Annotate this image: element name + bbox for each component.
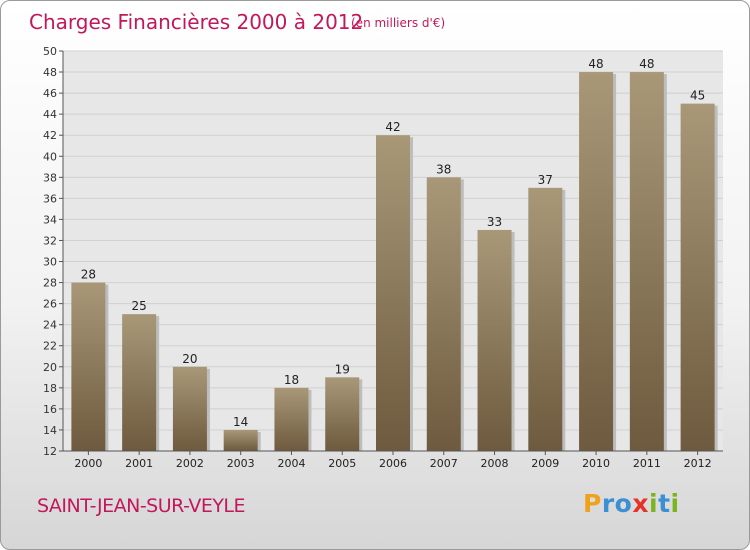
y-tick-label: 42 <box>43 129 57 142</box>
y-tick-label: 28 <box>43 277 57 290</box>
plot-area: 12 14 16 18 20 22 24 26 28 30 32 34 36 38 40 42 44 46 48 50… <box>43 45 723 470</box>
x-tick-label: 2009 <box>531 457 559 470</box>
x-tick-label: 2008 <box>481 457 509 470</box>
y-tick-label: 44 <box>43 108 57 121</box>
y-tick-label: 24 <box>43 319 57 332</box>
bar-value-label: 28 <box>81 268 96 282</box>
y-tick-label: 32 <box>43 234 57 247</box>
bar-2009 <box>528 187 563 451</box>
y-tick-label: 30 <box>43 256 57 269</box>
x-tick-label: 2004 <box>277 457 305 470</box>
x-tick-label: 2012 <box>684 457 712 470</box>
y-tick-label: 14 <box>43 424 57 437</box>
y-tick-label: 36 <box>43 192 57 205</box>
y-tick-label: 22 <box>43 340 57 353</box>
bar-value-label: 37 <box>538 173 553 187</box>
x-tick-label: 2007 <box>430 457 458 470</box>
bar-2006 <box>376 135 410 452</box>
y-tick-label: 50 <box>43 45 57 58</box>
bar-2001 <box>122 314 157 451</box>
logo-letter: i <box>670 489 680 518</box>
bar-2010 <box>579 72 614 451</box>
x-tick-label: 2006 <box>379 457 407 470</box>
bar-value-label: 20 <box>182 352 197 366</box>
bar-value-label: 48 <box>639 57 654 71</box>
y-tick-label: 40 <box>43 150 57 163</box>
logo-letter: i <box>649 489 659 518</box>
bar-value-label: 48 <box>588 57 603 71</box>
bar-2007 <box>426 177 461 451</box>
y-tick-label: 20 <box>43 361 57 374</box>
bar-value-label: 14 <box>233 415 248 429</box>
bar-value-label: 38 <box>436 162 451 176</box>
bar-value-label: 25 <box>132 299 147 313</box>
x-tick-label: 2010 <box>582 457 610 470</box>
bar-2002 <box>172 366 207 451</box>
chart-title: Charges Financières 2000 à 2012 <box>29 10 363 34</box>
bar-value-label: 33 <box>487 215 502 229</box>
y-tick-label: 46 <box>43 87 57 100</box>
bar-value-label: 19 <box>335 362 350 376</box>
y-tick-label: 34 <box>43 213 57 226</box>
y-tick-label: 48 <box>43 66 57 79</box>
chart-subtitle: (en milliers d'€) <box>351 16 445 30</box>
bar-2003 <box>223 429 258 451</box>
town-name: SAINT-JEAN-SUR-VEYLE <box>37 495 246 517</box>
x-tick-label: 2011 <box>633 457 661 470</box>
bar-value-label: 42 <box>385 120 400 134</box>
y-tick-label: 16 <box>43 403 57 416</box>
x-tick-label: 2002 <box>176 457 204 470</box>
x-tick-label: 2001 <box>125 457 153 470</box>
logo-letter: P <box>583 489 602 518</box>
bar-2012 <box>680 103 715 451</box>
y-tick-label: 26 <box>43 298 57 311</box>
logo-letter: o <box>614 489 633 518</box>
bar-2000 <box>71 282 106 451</box>
x-tick-label: 2005 <box>328 457 356 470</box>
x-tick-label: 2003 <box>227 457 255 470</box>
bar-2005 <box>325 377 360 451</box>
bar-2004 <box>274 387 309 451</box>
y-tick-label: 18 <box>43 382 57 395</box>
bar-value-label: 45 <box>690 89 705 103</box>
x-tick-label: 2000 <box>74 457 102 470</box>
logo-letter: t <box>658 489 671 518</box>
bar-2008 <box>477 229 512 451</box>
logo-letter: r <box>601 489 615 518</box>
bar-value-label: 18 <box>284 373 299 387</box>
y-tick-label: 12 <box>43 445 57 458</box>
bar-2011 <box>629 72 664 451</box>
logo-letter: x <box>632 489 649 518</box>
y-tick-label: 38 <box>43 171 57 184</box>
proxiti-logo[interactable]: Proxiti <box>583 489 680 518</box>
